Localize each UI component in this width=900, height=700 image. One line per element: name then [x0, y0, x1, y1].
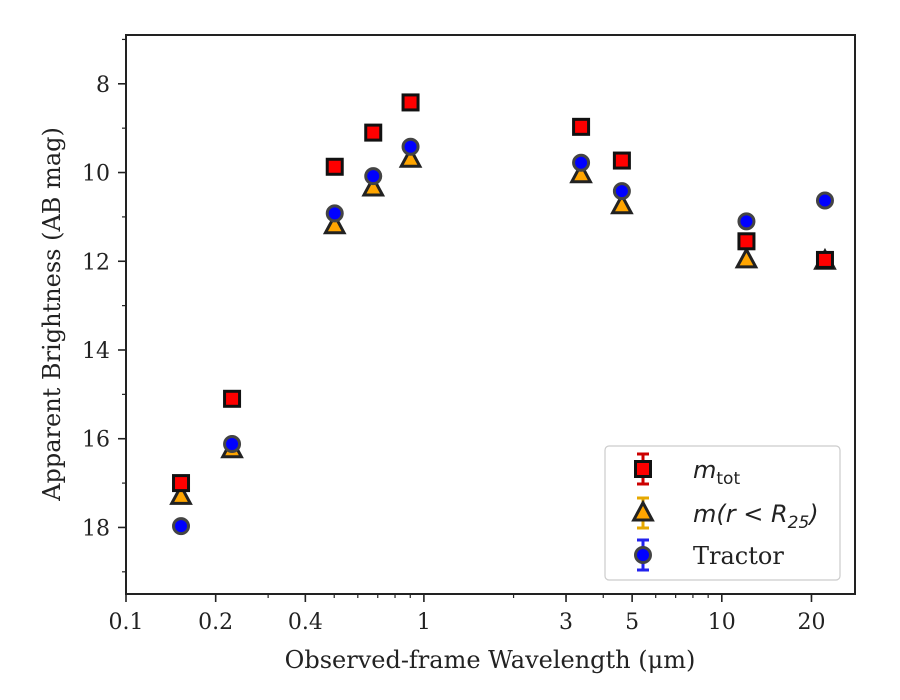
x-tick-label: 5 — [625, 610, 639, 635]
data-point-square — [364, 123, 383, 142]
x-tick-label: 3 — [559, 610, 573, 635]
y-tick-label: 16 — [82, 428, 110, 453]
y-axis-label: Apparent Brightness (AB mag) — [38, 127, 66, 502]
data-point-square — [172, 474, 191, 493]
y-tick-label: 14 — [82, 339, 110, 364]
y-tick-label: 10 — [82, 162, 110, 187]
data-point-circle — [401, 137, 420, 156]
x-tick-label: 1 — [417, 610, 431, 635]
data-point-triangle — [322, 212, 347, 235]
data-point-triangle — [398, 145, 423, 168]
y-axis: 8 10 12 14 16 18 — [82, 38, 126, 573]
data-point-square — [572, 117, 591, 136]
legend-label-subscript: 25 — [788, 513, 810, 533]
data-point-square — [737, 232, 756, 251]
legend-box — [604, 445, 841, 581]
data-points — [169, 93, 837, 536]
legend-label-main: m(r < R — [693, 500, 788, 528]
legend-marker-square — [634, 460, 652, 478]
data-point-square — [815, 250, 834, 269]
data-point-circle — [815, 191, 834, 210]
data-point-circle — [612, 182, 631, 201]
legend-label-main: Tractor — [693, 542, 784, 570]
data-point-circle — [223, 435, 242, 454]
y-tick-label: 8 — [96, 73, 110, 98]
plot-frame — [125, 34, 856, 595]
x-tick-label: 0.2 — [198, 610, 233, 635]
x-tick-label: 20 — [797, 610, 825, 635]
legend-label: Tractor — [693, 542, 784, 570]
plot-area — [125, 34, 856, 595]
data-point-circle — [572, 153, 591, 172]
legend-label: mtot — [693, 456, 740, 489]
y-tick-label: 18 — [82, 516, 110, 541]
x-axis: 0.1 0.2 0.4 1 3 5 10 20 — [109, 594, 825, 635]
data-point-triangle — [361, 174, 386, 197]
data-point-square — [325, 157, 344, 176]
x-axis-label: Observed-frame Wavelength (μm) — [285, 646, 696, 674]
data-point-triangle — [610, 192, 634, 215]
data-point-circle — [364, 167, 383, 186]
x-tick-label: 0.4 — [288, 610, 323, 635]
data-point-circle — [737, 212, 756, 231]
x-tick-label: 10 — [708, 610, 736, 635]
data-point-square — [223, 389, 242, 408]
legend: mtot m(r < R25) Tractor — [604, 445, 841, 581]
legend-marker-triangle — [631, 499, 655, 522]
y-tick-label: 12 — [82, 250, 110, 275]
x-tick-label: 0.1 — [109, 610, 144, 635]
data-point-square — [401, 93, 420, 112]
data-point-triangle — [734, 246, 759, 269]
legend-marker-circle — [634, 546, 652, 564]
data-point-circle — [172, 517, 191, 536]
legend-label-tail: ) — [807, 500, 818, 528]
data-point-triangle — [569, 161, 593, 184]
data-point-circle — [325, 204, 344, 223]
legend-label-main: m — [693, 456, 716, 484]
legend-label: m(r < R25) — [693, 500, 819, 533]
legend-label-subscript: tot — [716, 469, 740, 489]
data-point-square — [612, 151, 631, 170]
data-point-triangle — [169, 483, 193, 505]
